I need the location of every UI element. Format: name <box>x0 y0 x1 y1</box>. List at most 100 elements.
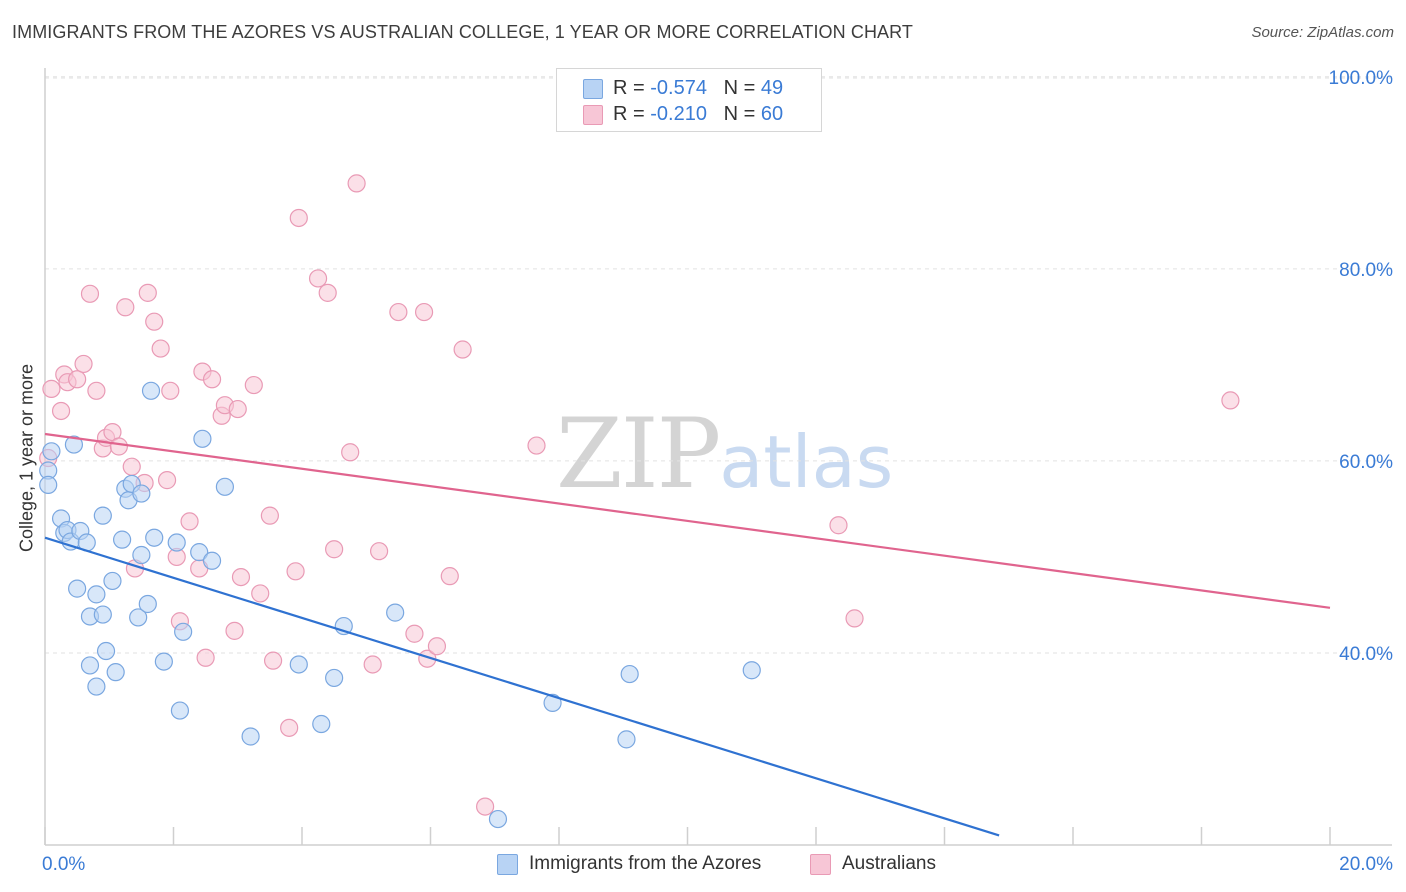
trend-line-australians <box>44 432 1331 609</box>
point-azores <box>325 668 344 688</box>
point-australians <box>42 379 61 398</box>
point-azores <box>190 543 209 562</box>
point-australians <box>341 443 360 462</box>
point-australians <box>286 562 305 581</box>
point-australians <box>405 624 424 643</box>
point-azores <box>112 530 132 549</box>
point-azores <box>241 727 260 746</box>
point-australians <box>161 381 180 400</box>
point-azores <box>42 442 61 461</box>
point-azores <box>87 585 106 604</box>
x-tick-label: 20.0% <box>1339 854 1393 875</box>
point-australians <box>280 718 299 737</box>
point-australians <box>318 283 337 302</box>
point-australians <box>122 457 141 476</box>
point-australians <box>196 648 215 667</box>
point-australians <box>1221 391 1240 410</box>
watermark-zip: ZIP <box>556 398 721 510</box>
point-azores <box>488 809 508 829</box>
point-australians <box>151 339 170 358</box>
y-tick-label: 60.0% <box>1339 452 1393 473</box>
point-azores <box>87 677 106 696</box>
point-azores <box>154 652 173 671</box>
point-azores <box>68 579 87 598</box>
point-azores <box>138 594 157 614</box>
series-australians <box>39 174 1240 816</box>
point-azores <box>132 484 151 503</box>
legend-label-azores: Immigrants from the Azores <box>529 853 762 874</box>
point-azores <box>132 545 151 565</box>
legend-text: R = -0.574 N = 49 <box>613 77 784 99</box>
point-azores <box>202 551 222 570</box>
point-azores <box>93 506 112 525</box>
point-australians <box>263 651 283 670</box>
chart-title: IMMIGRANTS FROM THE AZORES VS AUSTRALIAN… <box>12 22 914 42</box>
source-label: Source: ZipAtlas.com <box>1251 24 1394 41</box>
point-australians <box>202 370 222 389</box>
point-azores <box>215 477 234 496</box>
point-australians <box>845 609 864 628</box>
y-tick-label: 80.0% <box>1339 260 1393 281</box>
point-australians <box>476 797 495 816</box>
point-australians <box>87 381 106 400</box>
point-azores <box>170 701 190 720</box>
legend-swatch-pink <box>583 105 603 125</box>
point-australians <box>453 340 472 359</box>
point-australians <box>116 298 135 317</box>
y-tick-label: 100.0% <box>1329 68 1394 89</box>
point-azores <box>312 714 331 734</box>
point-azores <box>64 435 84 454</box>
watermark-atlas: atlas <box>719 420 894 504</box>
point-azores <box>96 641 116 661</box>
point-azores <box>742 661 761 680</box>
legend-label-australians: Australians <box>842 853 936 874</box>
series-azores <box>39 381 761 829</box>
point-australians <box>260 506 279 525</box>
point-azores <box>543 693 562 712</box>
trend-line-azores <box>44 536 1000 837</box>
point-azores <box>174 622 193 641</box>
point-azores <box>141 381 161 400</box>
stats-legend: R = -0.574 N = 49 R = -0.210 N = 60 <box>556 68 822 132</box>
point-australians <box>228 399 247 419</box>
point-australians <box>225 621 244 640</box>
point-australians <box>527 436 546 455</box>
point-australians <box>180 512 199 531</box>
point-azores <box>39 475 58 495</box>
point-australians <box>251 584 270 603</box>
point-australians <box>157 471 177 490</box>
point-australians <box>347 174 366 193</box>
point-azores <box>193 429 212 448</box>
legend-swatch-blue <box>497 854 518 875</box>
point-australians <box>389 302 408 322</box>
point-azores <box>617 730 636 749</box>
point-australians <box>363 655 382 674</box>
point-australians <box>145 312 164 331</box>
point-australians <box>414 302 434 322</box>
grid-lines <box>45 76 1392 654</box>
point-australians <box>829 516 848 535</box>
point-azores <box>129 608 148 627</box>
legend-swatch-pink <box>810 854 831 875</box>
tick-labels: 40.0% 60.0% 80.0% 100.0% 0.0% 20.0% <box>42 68 1393 875</box>
point-azores <box>289 655 308 674</box>
series-legend: Immigrants from the Azores Australians <box>0 852 1406 876</box>
point-australians <box>440 567 459 586</box>
point-australians <box>138 283 157 302</box>
point-australians <box>244 375 263 395</box>
point-australians <box>370 542 389 561</box>
point-azores <box>103 571 122 591</box>
point-azores <box>145 528 164 547</box>
point-australians <box>325 540 344 559</box>
point-australians <box>289 208 308 228</box>
point-australians <box>109 437 128 456</box>
legend-swatch-blue <box>583 79 603 99</box>
point-australians <box>74 354 93 374</box>
point-australians <box>427 637 447 656</box>
point-azores <box>386 603 405 622</box>
trend-lines <box>44 432 1331 837</box>
watermark: ZIPatlas <box>556 398 893 510</box>
point-australians <box>68 370 87 389</box>
legend-text: R = -0.210 N = 60 <box>613 103 784 125</box>
